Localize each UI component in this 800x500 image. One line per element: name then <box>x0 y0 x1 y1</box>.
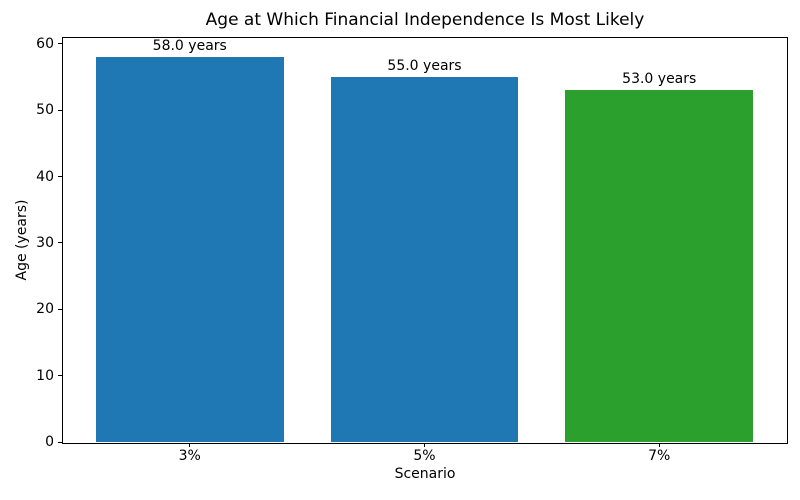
y-tick-label: 0 <box>45 434 54 450</box>
y-tick-mark <box>58 242 62 244</box>
x-tick-label: 7% <box>648 448 671 464</box>
bar-value-label: 53.0 years <box>622 71 697 88</box>
y-tick-mark <box>58 109 62 111</box>
y-tick-mark <box>58 308 62 310</box>
y-tick-mark <box>58 441 62 443</box>
y-tick-label: 60 <box>36 35 54 52</box>
bar-3% <box>95 57 284 442</box>
y-tick-mark <box>58 43 62 45</box>
bar-value-label: 58.0 years <box>152 38 227 55</box>
y-tick-label: 40 <box>36 168 54 185</box>
y-tick-mark <box>58 375 62 377</box>
x-tick-mark <box>424 443 425 447</box>
y-tick-label: 30 <box>36 234 54 251</box>
chart-title: Age at Which Financial Independence Is M… <box>205 10 645 30</box>
x-tick-mark <box>658 443 660 447</box>
bar-7% <box>565 90 754 442</box>
x-tick-mark <box>189 443 191 447</box>
y-tick-mark <box>58 176 62 178</box>
bar-value-label: 55.0 years <box>387 58 462 75</box>
plot-area: 58.0 years 55.0 years 53.0 years <box>63 38 786 442</box>
y-tick-label: 20 <box>36 301 54 318</box>
x-tick-label: 3% <box>178 448 201 464</box>
x-tick-label: 5% <box>413 448 436 464</box>
bar-5% <box>330 77 519 442</box>
y-tick-label: 10 <box>36 367 54 384</box>
x-axis-label: Scenario <box>394 466 456 482</box>
y-tick-label: 50 <box>36 102 54 119</box>
